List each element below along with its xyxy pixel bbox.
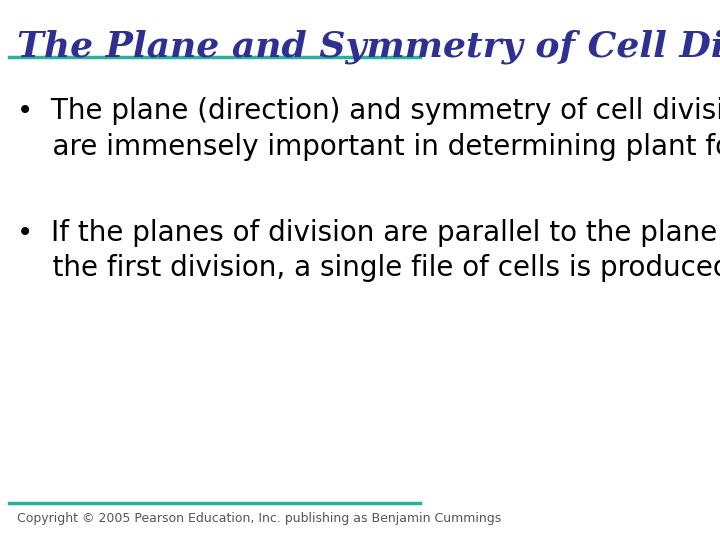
Text: Copyright © 2005 Pearson Education, Inc. publishing as Benjamin Cummings: Copyright © 2005 Pearson Education, Inc.… xyxy=(17,512,501,525)
Text: •  If the planes of division are parallel to the plane of
    the first division: • If the planes of division are parallel… xyxy=(17,219,720,282)
Text: The Plane and Symmetry of Cell Division: The Plane and Symmetry of Cell Division xyxy=(17,30,720,64)
Text: •  The plane (direction) and symmetry of cell division
    are immensely importa: • The plane (direction) and symmetry of … xyxy=(17,97,720,161)
